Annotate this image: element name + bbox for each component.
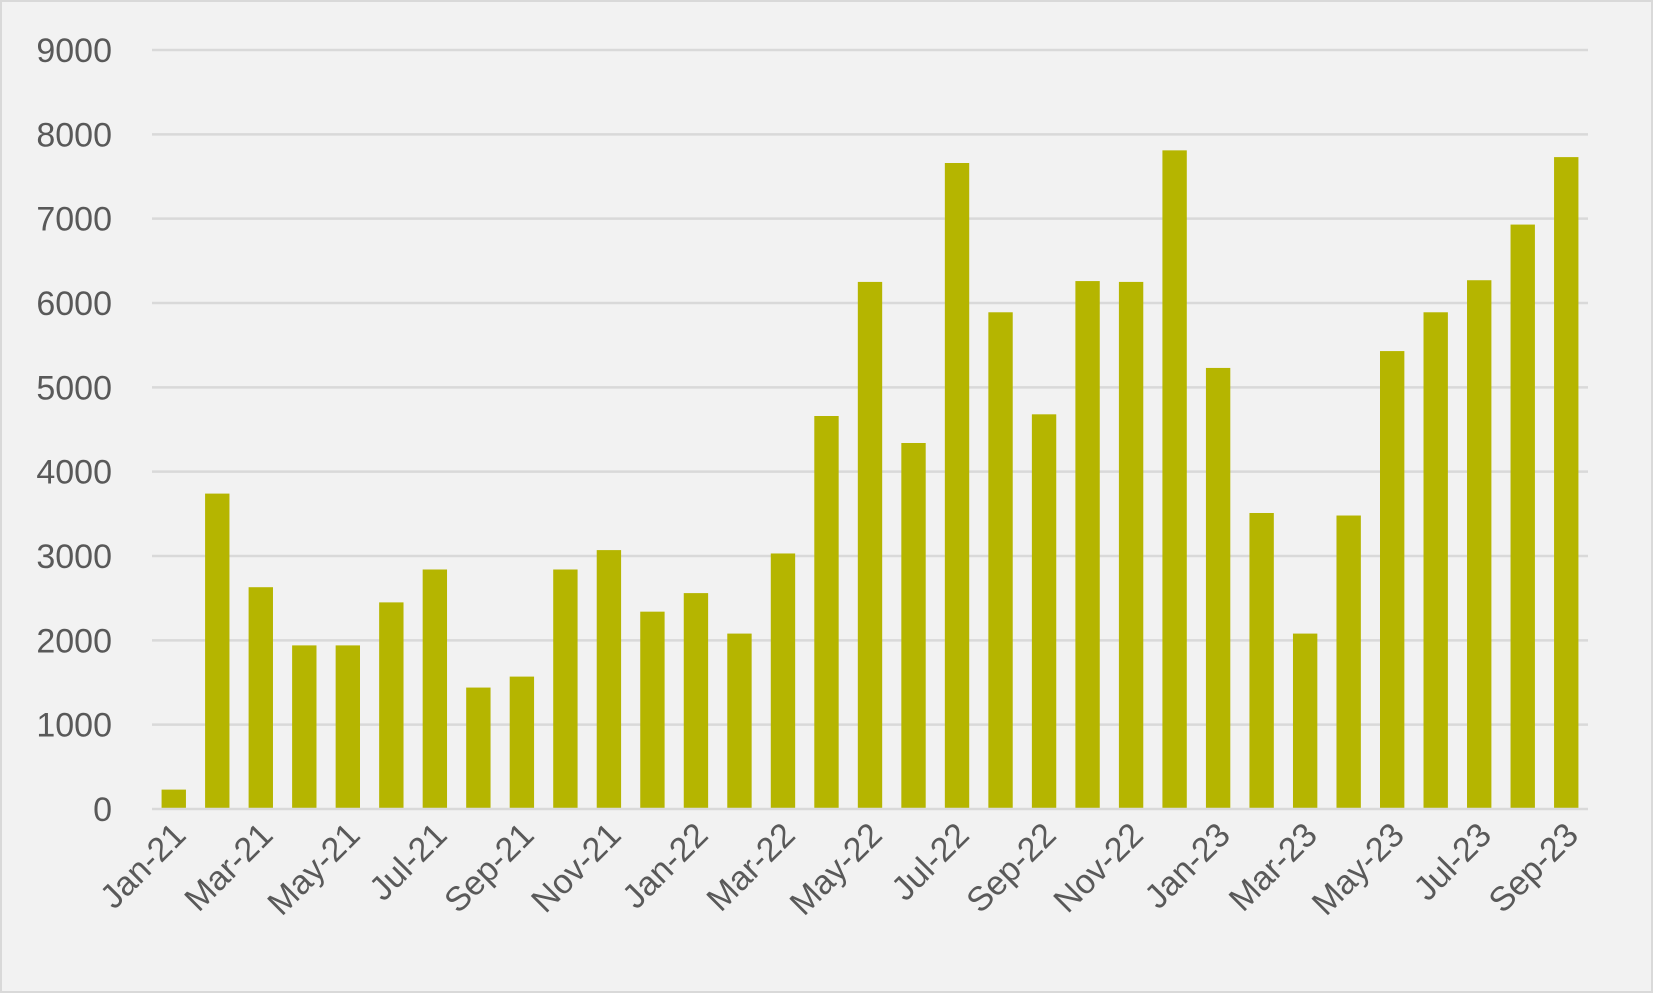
y-tick-label: 7000 (36, 201, 112, 239)
bar (1249, 512, 1274, 809)
bar (988, 312, 1013, 809)
bar (1292, 633, 1318, 809)
y-tick-label: 5000 (36, 369, 112, 407)
bar (1467, 280, 1492, 810)
y-tick-label: 1000 (36, 707, 112, 745)
bar (1336, 515, 1361, 809)
bar (1162, 150, 1187, 809)
y-tick-label: 8000 (36, 116, 112, 154)
bar (466, 687, 491, 809)
bar (248, 587, 273, 809)
bar (944, 163, 970, 810)
bar (1423, 312, 1448, 809)
y-tick-label: 9000 (36, 32, 112, 70)
bar (205, 493, 230, 809)
bar (553, 569, 578, 809)
y-tick-label: 6000 (36, 285, 112, 323)
bar (1075, 281, 1100, 809)
bar (1031, 414, 1057, 809)
bar (727, 633, 752, 809)
bar (814, 416, 839, 809)
bar (422, 569, 448, 809)
bar (161, 789, 186, 809)
bar (292, 645, 317, 809)
bar (1118, 281, 1144, 810)
y-tick-label: 2000 (36, 622, 112, 660)
bar (335, 645, 361, 809)
bar (770, 553, 796, 809)
y-tick-label: 3000 (36, 538, 112, 576)
bar (901, 442, 926, 809)
bar (640, 611, 665, 809)
bar (683, 593, 709, 809)
bar (509, 676, 535, 809)
bar (1205, 367, 1231, 809)
bar (596, 550, 622, 809)
y-axis-labels: 0 1000 2000 3000 4000 5000 6000 7000 8000 9000 (36, 32, 112, 829)
bar (1510, 224, 1535, 809)
bar (379, 602, 404, 809)
bar (857, 281, 883, 810)
y-tick-label: 0 (93, 791, 112, 829)
bar (1379, 351, 1405, 809)
bars (161, 150, 1579, 810)
y-tick-label: 4000 (36, 454, 112, 492)
bar (1554, 157, 1579, 809)
